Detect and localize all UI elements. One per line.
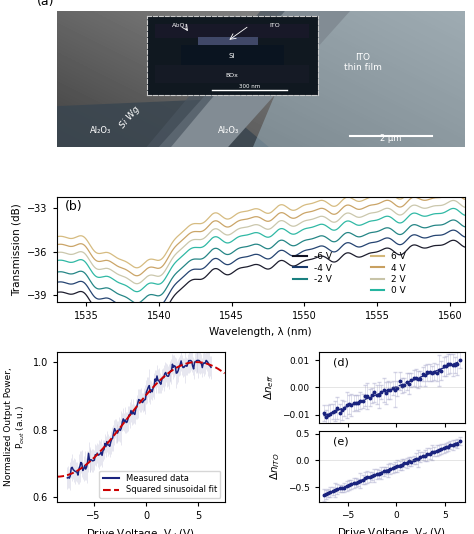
Legend: 6 V, 4 V, 2 V, 0 V: 6 V, 4 V, 2 V, 0 V	[367, 249, 410, 299]
X-axis label: Drive Voltage, V$_d$ (V): Drive Voltage, V$_d$ (V)	[86, 527, 195, 534]
Text: (e): (e)	[333, 437, 349, 447]
Text: Al₂O₃: Al₂O₃	[218, 126, 239, 135]
Polygon shape	[159, 11, 350, 147]
Text: ITO
thin film: ITO thin film	[344, 53, 382, 72]
X-axis label: Wavelength, λ (nm): Wavelength, λ (nm)	[210, 327, 312, 337]
Text: (a): (a)	[36, 0, 54, 8]
Y-axis label: $\Delta n_{ITO}$: $\Delta n_{ITO}$	[268, 453, 282, 481]
Legend: Measured data, Squared sinusoidal fit: Measured data, Squared sinusoidal fit	[99, 470, 220, 498]
Polygon shape	[146, 11, 285, 147]
Text: Si Wg: Si Wg	[118, 104, 142, 130]
Y-axis label: Transmission (dB): Transmission (dB)	[12, 203, 22, 296]
Text: (d): (d)	[333, 358, 349, 367]
Y-axis label: $\Delta n_{eff}$: $\Delta n_{eff}$	[263, 374, 276, 400]
Polygon shape	[253, 11, 465, 147]
Text: (b): (b)	[65, 200, 82, 213]
X-axis label: Drive Voltage, V$_d$ (V): Drive Voltage, V$_d$ (V)	[337, 525, 446, 534]
Text: Al₂O₃: Al₂O₃	[90, 126, 111, 135]
Y-axis label: Normalized Output Power,
P$_{out}$ (a.u.): Normalized Output Power, P$_{out}$ (a.u.…	[4, 367, 27, 486]
Polygon shape	[57, 99, 269, 147]
Text: 2 μm: 2 μm	[381, 134, 402, 143]
